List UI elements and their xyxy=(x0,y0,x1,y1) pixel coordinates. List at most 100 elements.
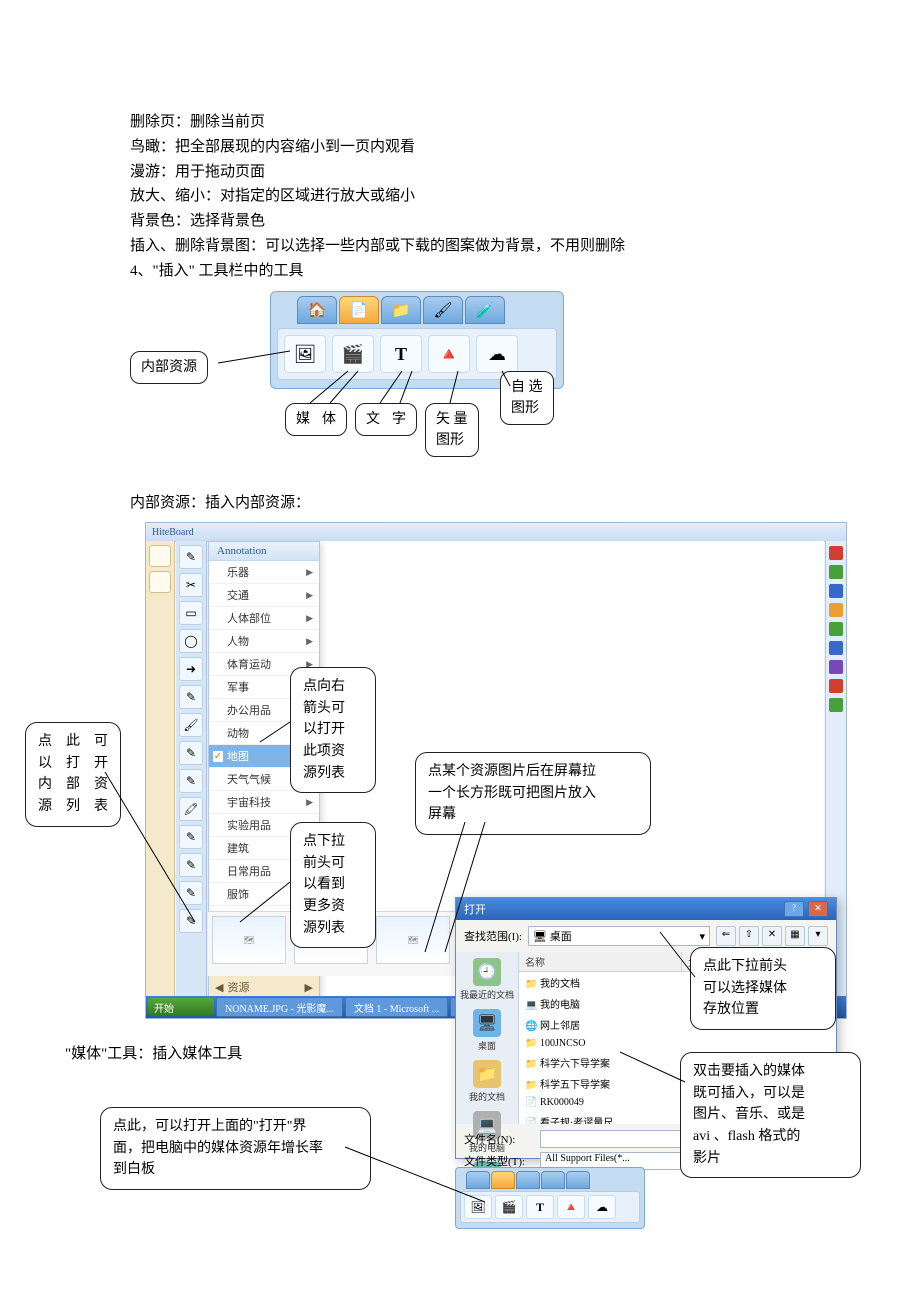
tool-icon[interactable]: ▭ xyxy=(179,601,203,625)
tool-icon[interactable]: ✎ xyxy=(179,853,203,877)
right-icon[interactable] xyxy=(829,698,843,712)
tool-icon[interactable]: ✎ xyxy=(179,685,203,709)
mini-tool-icon[interactable]: 🔺 xyxy=(557,1195,585,1219)
path-select[interactable]: 🖥 桌面 ▾ xyxy=(528,926,710,946)
foot-label: 资源 xyxy=(227,979,249,995)
start-button[interactable]: 开始 xyxy=(148,998,214,1016)
annotation-foot[interactable]: ◀资源▶ xyxy=(209,975,319,998)
btn-help-icon[interactable]: ? xyxy=(784,901,804,917)
callout-autoshape: 自 选 图形 xyxy=(500,371,554,425)
sidebar-place[interactable]: 🖥桌面 xyxy=(473,1009,501,1052)
strip-btn[interactable] xyxy=(149,571,171,593)
nav-btn-icon[interactable]: ✕ xyxy=(762,926,782,946)
sidebar-place[interactable]: 📁我的文档 xyxy=(469,1060,505,1103)
taskbar-item[interactable]: 文档 1 - Microsoft ... xyxy=(345,997,448,1017)
dialog-titlebar: 打开 ? ✕ xyxy=(456,898,836,920)
tool-media-icon[interactable]: 🎬 xyxy=(332,335,374,373)
column-header[interactable]: 名称 xyxy=(519,952,682,971)
intro-line: 插入、删除背景图：可以选择一些内部或下载的图案做为背景，不用则删除 xyxy=(130,234,790,259)
tool-icon[interactable]: ◯ xyxy=(179,629,203,653)
path-label: 查找范围(I): xyxy=(464,928,522,944)
right-icon[interactable] xyxy=(829,622,843,636)
annotation-item[interactable]: 乐器▶ xyxy=(209,561,319,584)
tool-icon[interactable]: ✎ xyxy=(179,909,203,933)
dialog-sidebar: 🕘我最近的文档🖥桌面📁我的文档💻我的电脑🌐网上邻居 xyxy=(456,952,519,1124)
tool-icon[interactable]: 🖍 xyxy=(179,797,203,821)
mini-tab[interactable] xyxy=(566,1171,590,1189)
callout-media: 媒体 xyxy=(285,403,347,436)
tool-autoshape-icon[interactable]: ☁ xyxy=(476,335,518,373)
strip-btn[interactable] xyxy=(149,545,171,567)
sidebar-place[interactable]: 🕘我最近的文档 xyxy=(460,958,514,1001)
tool-icon[interactable]: ✂ xyxy=(179,573,203,597)
right-icon[interactable] xyxy=(829,660,843,674)
bubble-open-dialog: 点此，可以打开上面的"打开"界 面，把电脑中的媒体资源年增长率 到白板 xyxy=(100,1107,371,1190)
tool-icon[interactable]: ✎ xyxy=(179,545,203,569)
tab[interactable]: 📁 xyxy=(381,296,421,324)
bubble-right-arrow: 点向右 箭头可 以打开 此项资 源列表 xyxy=(290,667,376,793)
tool-icon[interactable]: ✎ xyxy=(179,741,203,765)
tool-icon[interactable]: ➜ xyxy=(179,657,203,681)
right-icon[interactable] xyxy=(829,546,843,560)
nav-btn-icon[interactable]: ⇐ xyxy=(716,926,736,946)
right-icon[interactable] xyxy=(829,565,843,579)
bubble-open-list: 点 此 可 以 打 开 内 部 资 源列表 xyxy=(25,722,121,827)
chevron-down-icon[interactable]: ▾ xyxy=(699,930,705,943)
mini-tool-icon[interactable]: ☁ xyxy=(588,1195,616,1219)
tool-text-icon[interactable]: T xyxy=(380,335,422,373)
mini-tab[interactable] xyxy=(491,1171,515,1189)
nav-btn-icon[interactable]: ▾ xyxy=(808,926,828,946)
tab[interactable]: 🖌 xyxy=(423,296,463,324)
annotation-item[interactable]: 交通▶ xyxy=(209,584,319,607)
right-icon[interactable] xyxy=(829,603,843,617)
intro-line: 4、"插入" 工具栏中的工具 xyxy=(130,259,790,284)
tool-icon[interactable]: 🖌 xyxy=(179,713,203,737)
tool-vector-icon[interactable]: 🔺 xyxy=(428,335,470,373)
dialog-title-buttons: ? ✕ xyxy=(784,901,828,917)
mini-tab[interactable] xyxy=(516,1171,540,1189)
callout-text: 文字 xyxy=(355,403,417,436)
mini-tab[interactable] xyxy=(541,1171,565,1189)
right-icon[interactable] xyxy=(829,679,843,693)
tool-icon[interactable]: ✎ xyxy=(179,769,203,793)
btn-close-icon[interactable]: ✕ xyxy=(808,901,828,917)
annotation-item[interactable]: 人体部位▶ xyxy=(209,607,319,630)
intro-line: 放大、缩小：对指定的区域进行放大或缩小 xyxy=(130,184,790,209)
thumb[interactable]: 🗺 xyxy=(376,916,450,964)
mini-tool-icon[interactable]: 🖼 xyxy=(464,1195,492,1219)
dialog-title: 打开 xyxy=(464,901,486,917)
path-value: 桌面 xyxy=(550,931,572,943)
taskbar-item[interactable]: NONAME.JPG - 光影魔... xyxy=(216,997,343,1017)
line-internal-resource: 内部资源：插入内部资源： xyxy=(130,491,790,516)
tool-picture-icon[interactable]: 🖼 xyxy=(284,335,326,373)
nav-btn-icon[interactable]: ⇧ xyxy=(739,926,759,946)
line-media-tool: "媒体"工具：插入媒体工具 xyxy=(65,1042,242,1067)
file-row[interactable]: 📁 100JNCSO xyxy=(519,1035,836,1052)
bubble-drag-rect: 点某个资源图片后在屏幕拉 一个长方形既可把图片放入 屏幕 xyxy=(415,752,651,835)
nav-btn-icon[interactable]: ▦ xyxy=(785,926,805,946)
annotation-item[interactable]: 人物▶ xyxy=(209,630,319,653)
bubble-select-location: 点此下拉前头 可以选择媒体 存放位置 xyxy=(690,947,836,1030)
tab-active[interactable]: 📄 xyxy=(339,296,379,324)
left-strip xyxy=(146,541,175,996)
mini-tab[interactable] xyxy=(466,1171,490,1189)
callout-internal-resource: 内部资源 xyxy=(130,351,208,384)
tool-icon[interactable]: ✎ xyxy=(179,825,203,849)
tab[interactable]: 🏠 xyxy=(297,296,337,324)
app-titlebar: HiteBoard xyxy=(146,523,846,542)
mini-tool-icon[interactable]: 🎬 xyxy=(495,1195,523,1219)
bubble-down-arrow: 点下拉 前头可 以看到 更多资 源列表 xyxy=(290,822,376,948)
page: 删除页：删除当前页 鸟瞰：把全部展现的内容缩小到一页内观看 漫游：用于拖动页面 … xyxy=(0,0,920,1307)
intro-line: 背景色：选择背景色 xyxy=(130,209,790,234)
mini-tool-icon[interactable]: T xyxy=(526,1195,554,1219)
right-icon[interactable] xyxy=(829,584,843,598)
tool-icon[interactable]: ✎ xyxy=(179,881,203,905)
toolbar-tabs: 🏠 📄 📁 🖌 🧪 xyxy=(277,296,557,324)
app-title: HiteBoard xyxy=(152,527,194,538)
annotation-title: Annotation xyxy=(209,542,319,561)
annotation-item[interactable]: 宇宙科技▶ xyxy=(209,791,319,814)
intro-line: 漫游：用于拖动页面 xyxy=(130,160,790,185)
thumb[interactable]: 🗺 xyxy=(212,916,286,964)
right-icon[interactable] xyxy=(829,641,843,655)
tab[interactable]: 🧪 xyxy=(465,296,505,324)
